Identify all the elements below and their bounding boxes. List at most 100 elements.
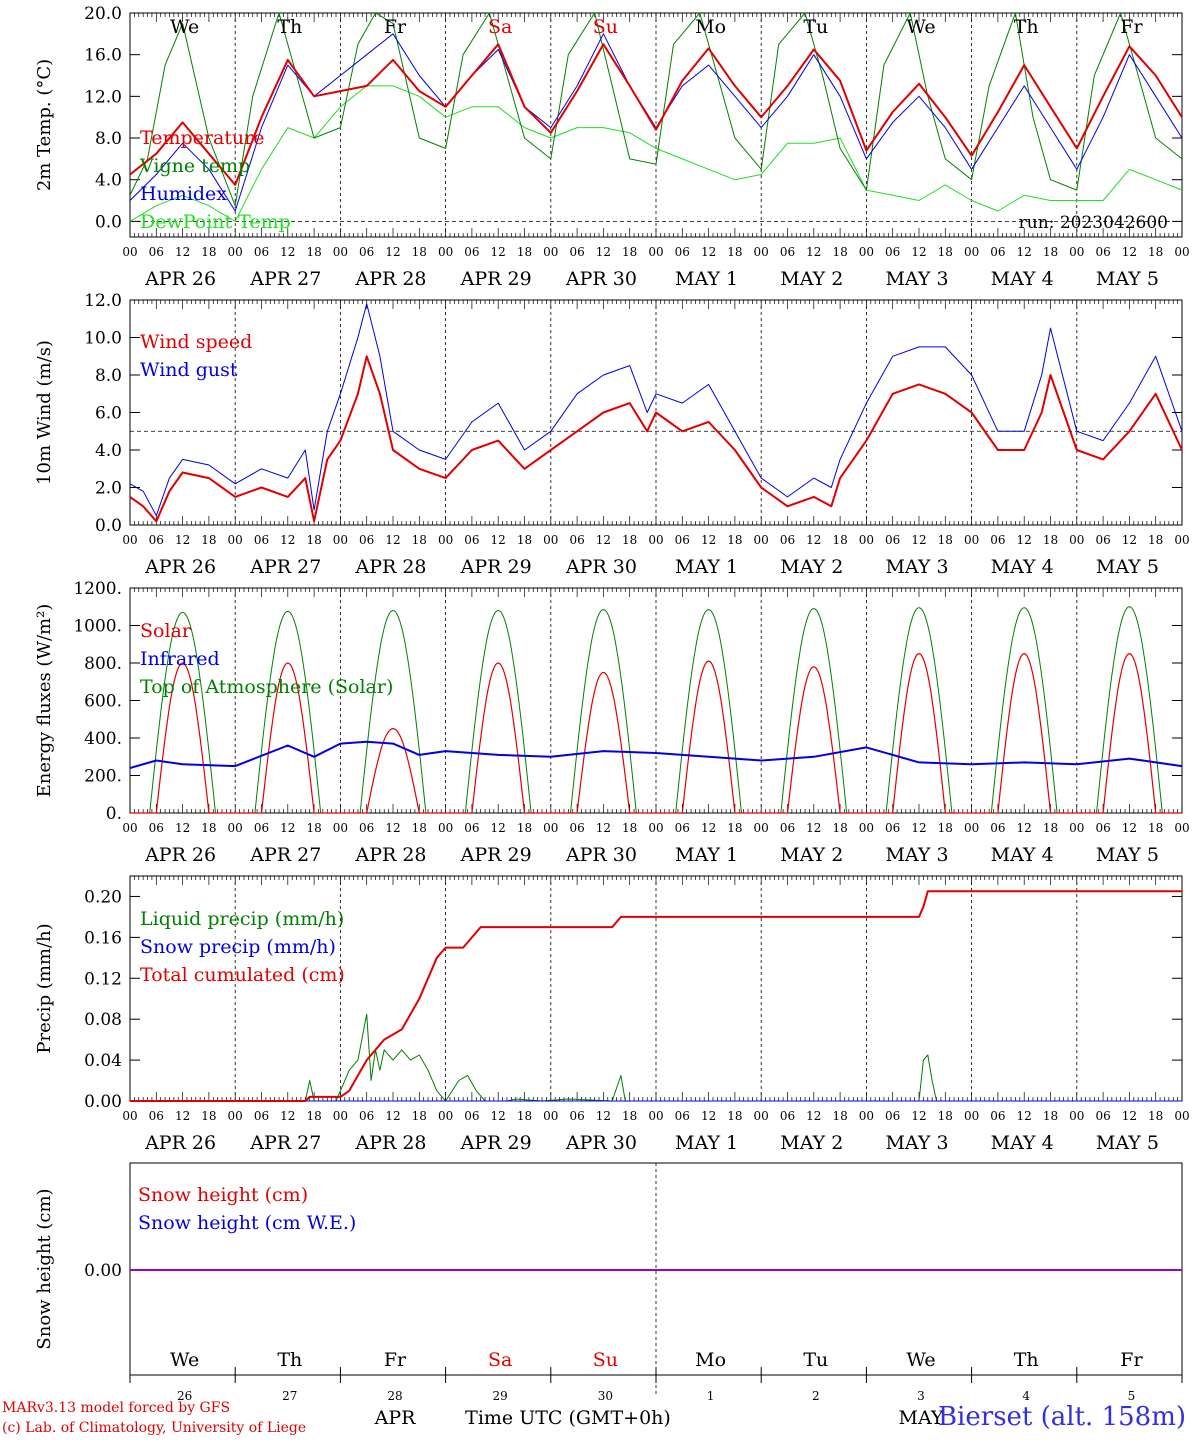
temperature-y-label: 4.0 — [95, 171, 122, 191]
precip-y-label: 0.00 — [84, 1092, 122, 1112]
energy-date-label: APR 28 — [354, 844, 426, 866]
bottom-day-name: Th — [1014, 1349, 1039, 1371]
energy-hour-label: 06 — [149, 821, 164, 835]
wind-axis-title: 10m Wind (m/s) — [34, 340, 55, 485]
precip-hour-label: 18 — [306, 1109, 321, 1123]
wind-date-label: APR 29 — [460, 556, 532, 578]
precip-hour-label: 00 — [228, 1109, 243, 1123]
temperature-hour-label: 12 — [911, 245, 926, 259]
temperature-y-label: 8.0 — [95, 129, 122, 149]
energy-legend-entry: Solar — [140, 620, 192, 642]
wind-hour-label: 06 — [149, 533, 164, 547]
temperature-hour-label: 06 — [569, 245, 584, 259]
precip-y-label: 0.12 — [84, 969, 122, 989]
temperature-day-name: We — [906, 16, 935, 38]
energy-hour-label: 12 — [806, 821, 821, 835]
wind-hour-label: 00 — [964, 533, 979, 547]
temperature-series-line — [130, 85, 1182, 222]
temperature-hour-label: 18 — [517, 245, 532, 259]
wind-hour-label: 06 — [675, 533, 690, 547]
wind-date-label: APR 27 — [249, 556, 321, 578]
energy-hour-label: 12 — [175, 821, 190, 835]
temperature-axis-title: 2m Temp. (°C) — [34, 59, 55, 191]
station-name: Bierset (alt. 158m) — [937, 1402, 1186, 1432]
wind-y-label: 12.0 — [84, 291, 122, 311]
energy-date-label: APR 29 — [460, 844, 532, 866]
precip-hour-label: 12 — [806, 1109, 821, 1123]
wind-hour-label: 12 — [596, 533, 611, 547]
bottom-day-number: 3 — [917, 1389, 925, 1403]
precip-y-label: 0.16 — [84, 928, 122, 948]
temperature-hour-label: 00 — [543, 245, 558, 259]
bottom-day-number: 27 — [282, 1389, 297, 1403]
temperature-day-name: Th — [277, 16, 302, 38]
energy-y-label: 800. — [84, 654, 122, 674]
energy-hour-label: 00 — [648, 821, 663, 835]
precip-date-label: MAY 5 — [1096, 1132, 1159, 1154]
wind-hour-label: 00 — [438, 533, 453, 547]
precip-date-label: APR 26 — [144, 1132, 216, 1154]
snow-y-label: 0.00 — [84, 1261, 122, 1281]
energy-hour-label: 06 — [569, 821, 584, 835]
precip-hour-label: 06 — [149, 1109, 164, 1123]
energy-date-label: APR 26 — [144, 844, 216, 866]
wind-hour-label: 00 — [648, 533, 663, 547]
bottom-day-number: 2 — [812, 1389, 820, 1403]
bottom-day-name: Tu — [803, 1349, 828, 1371]
wind-hour-label: 12 — [911, 533, 926, 547]
wind-hour-label: 18 — [938, 533, 953, 547]
precip-hour-label: 06 — [254, 1109, 269, 1123]
temperature-y-label: 20.0 — [84, 4, 122, 24]
energy-hour-label: 18 — [412, 821, 427, 835]
energy-hour-label: 00 — [543, 821, 558, 835]
precip-hour-label: 12 — [385, 1109, 400, 1123]
wind-hour-label: 18 — [412, 533, 427, 547]
energy-hour-label: 00 — [122, 821, 137, 835]
bottom-day-name: Fr — [384, 1349, 407, 1371]
wind-date-label: APR 30 — [565, 556, 637, 578]
wind-hour-label: 12 — [1122, 533, 1137, 547]
precip-hour-label: 12 — [175, 1109, 190, 1123]
precip-hour-label: 18 — [517, 1109, 532, 1123]
precip-y-label: 0.20 — [84, 887, 122, 907]
temperature-date-label: MAY 1 — [675, 268, 738, 290]
precip-date-label: APR 28 — [354, 1132, 426, 1154]
precip-hour-label: 00 — [438, 1109, 453, 1123]
energy-hour-label: 06 — [464, 821, 479, 835]
precip-hour-label: 12 — [1017, 1109, 1032, 1123]
temperature-hour-label: 18 — [306, 245, 321, 259]
wind-hour-label: 18 — [727, 533, 742, 547]
temperature-hour-label: 18 — [727, 245, 742, 259]
wind-hour-label: 18 — [517, 533, 532, 547]
temperature-hour-label: 00 — [964, 245, 979, 259]
month-may-label: MAY — [899, 1407, 944, 1429]
precip-hour-label: 06 — [464, 1109, 479, 1123]
temperature-day-name: Th — [1014, 16, 1039, 38]
wind-hour-label: 06 — [885, 533, 900, 547]
bottom-day-name: Su — [593, 1349, 618, 1371]
temperature-hour-label: 18 — [1043, 245, 1058, 259]
temperature-hour-label: 06 — [780, 245, 795, 259]
energy-legend-entry: Top of Atmosphere (Solar) — [140, 676, 393, 698]
temperature-hour-label: 18 — [832, 245, 847, 259]
wind-hour-label: 00 — [859, 533, 874, 547]
energy-hour-label: 06 — [990, 821, 1005, 835]
wind-hour-label: 00 — [1174, 533, 1189, 547]
bottom-day-name: Sa — [488, 1349, 512, 1371]
wind-y-label: 8.0 — [95, 366, 122, 386]
temperature-hour-label: 00 — [859, 245, 874, 259]
temperature-day-name: Fr — [1120, 16, 1143, 38]
wind-hour-label: 00 — [1069, 533, 1084, 547]
energy-hour-label: 06 — [885, 821, 900, 835]
wind-series-line — [129, 303, 1183, 517]
wind-hour-label: 00 — [543, 533, 558, 547]
energy-frame — [129, 587, 1183, 814]
bottom-day-number: 1 — [707, 1389, 715, 1403]
precip-hour-label: 06 — [885, 1109, 900, 1123]
energy-legend-entry: Infrared — [140, 648, 220, 670]
energy-hour-label: 18 — [1148, 821, 1163, 835]
temperature-hour-label: 06 — [359, 245, 374, 259]
precip-panel: 00 06 12 18 00 06 12 18 00 06 12 18 00 06 12 18 00 06 12 18… — [34, 875, 1190, 1154]
energy-hour-label: 00 — [333, 821, 348, 835]
precip-legend-entry: Total cumulated (cm) — [140, 964, 345, 986]
